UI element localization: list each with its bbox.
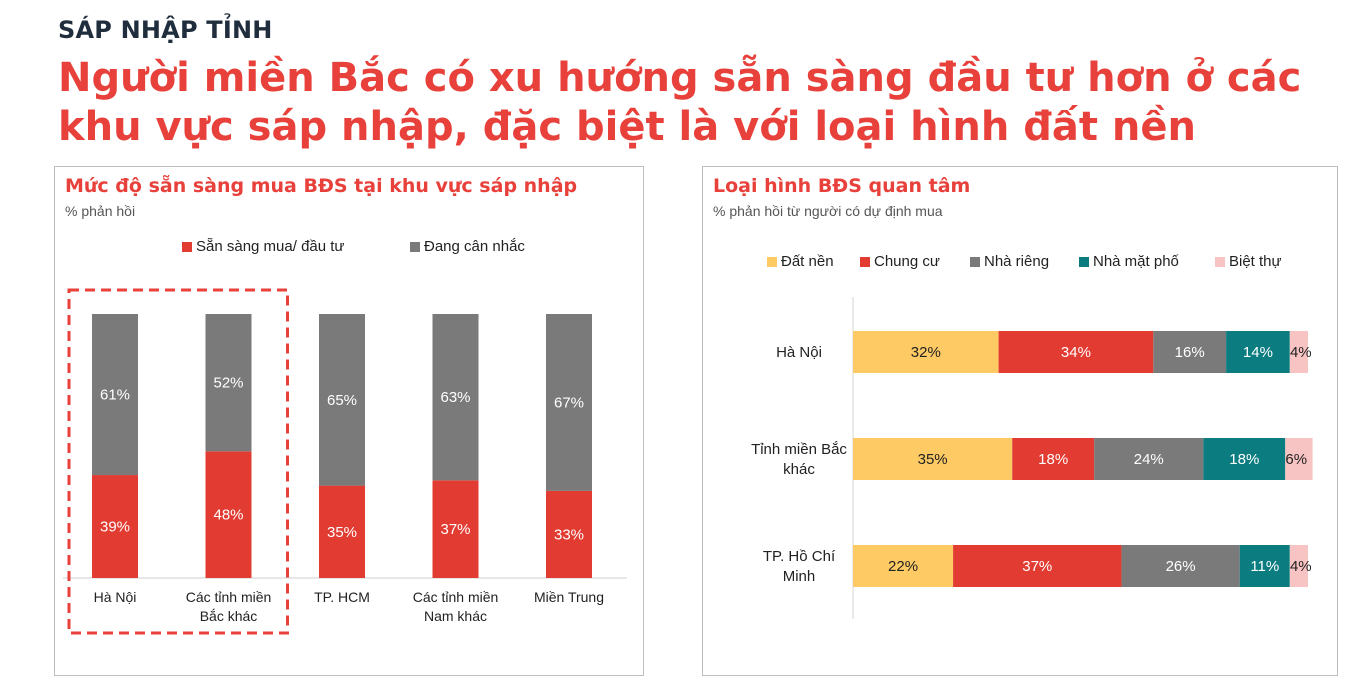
- category-tick-label: Miền Trung: [534, 589, 604, 605]
- bar-segment-ready: [92, 475, 138, 578]
- bar-segment-land: [853, 331, 999, 373]
- category-tick-label: Nam khác: [424, 608, 487, 624]
- bar-segment-apartment: [998, 331, 1154, 373]
- legend-label-land: Đất nền: [781, 253, 834, 270]
- category-tick-label: Hà Nội: [94, 589, 137, 605]
- legend-label-townhouse: Nhà mặt phố: [1093, 253, 1179, 270]
- bar-segment-house: [1094, 438, 1204, 480]
- bar-segment-considering: [205, 314, 252, 452]
- data-label: 34%: [1061, 344, 1091, 361]
- data-label: 61%: [100, 387, 130, 404]
- category-tick-label: TP. Hồ Chí: [763, 548, 836, 565]
- property-type-chart-panel: Loại hình BĐS quan tâm % phản hồi từ ngư…: [702, 166, 1338, 676]
- category-tick-label: TP. HCM: [314, 589, 370, 605]
- data-label: 37%: [1022, 558, 1052, 575]
- data-label: 16%: [1175, 344, 1205, 361]
- category-tick-label: Bắc khác: [200, 608, 258, 624]
- legend-swatch-ready: [182, 241, 192, 252]
- data-label: 37%: [440, 521, 470, 538]
- category-tick-label: Tỉnh miền Bắc: [751, 441, 847, 458]
- bar-segment-considering: [432, 314, 479, 481]
- category-tick-label: khác: [783, 461, 815, 478]
- data-label: 24%: [1134, 451, 1164, 468]
- legend-swatch-land: [767, 256, 777, 267]
- bar-segment-townhouse: [1203, 438, 1286, 480]
- legend-label-ready: Sẵn sàng mua/ đầu tư: [196, 238, 345, 255]
- data-label: 33%: [554, 526, 584, 543]
- data-label: 18%: [1038, 451, 1068, 468]
- chart-title: Mức độ sẵn sàng mua BĐS tại khu vực sáp …: [65, 175, 578, 197]
- legend-item-apartment: Chung cư: [860, 253, 940, 270]
- legend-item-villa: Biệt thự: [1215, 253, 1282, 270]
- page-headline: Người miền Bắc có xu hướng sẵn sàng đầu …: [58, 55, 1302, 150]
- category-tick-label: Hà Nội: [776, 344, 822, 361]
- legend-item-house: Nhà riêng: [970, 253, 1049, 270]
- data-label: 63%: [440, 389, 470, 406]
- bar-segment-villa: [1289, 331, 1308, 373]
- data-label: 22%: [888, 558, 918, 575]
- data-label: 4%: [1290, 344, 1312, 361]
- data-label: 52%: [213, 375, 243, 392]
- bar-segment-considering: [92, 314, 138, 476]
- bar-segment-land: [853, 545, 954, 587]
- data-label: 14%: [1243, 344, 1273, 361]
- bar-segment-villa: [1285, 438, 1313, 480]
- bar-segment-considering: [319, 314, 365, 486]
- legend-swatch-townhouse: [1079, 256, 1089, 267]
- bar-segment-ready: [546, 490, 592, 578]
- data-label: 32%: [911, 344, 941, 361]
- legend-label-house: Nhà riêng: [984, 253, 1050, 270]
- bar-segment-townhouse: [1226, 331, 1290, 373]
- legend-item-ready: Sẵn sàng mua/ đầu tư: [182, 238, 344, 255]
- data-label: 11%: [1250, 558, 1279, 575]
- legend-swatch-villa: [1215, 256, 1225, 267]
- bar-segment-ready: [319, 485, 365, 578]
- data-label: 4%: [1290, 558, 1312, 575]
- readiness-stacked-column-chart: 39% 61% Hà Nội 48% 52% Các tỉnh miền Bắc khác 3…: [63, 288, 627, 635]
- readiness-chart-panel: Mức độ sẵn sàng mua BĐS tại khu vực sáp …: [54, 166, 644, 676]
- bar-segment-apartment: [1012, 438, 1095, 480]
- data-label: 48%: [213, 507, 243, 524]
- section-kicker: SÁP NHẬP TỈNH: [58, 16, 273, 44]
- data-label: 39%: [100, 519, 130, 536]
- legend-swatch-house: [970, 256, 980, 267]
- bar-segment-house: [1121, 545, 1240, 587]
- data-label: 6%: [1285, 451, 1307, 468]
- data-label: 35%: [918, 451, 948, 468]
- bar-segment-considering: [546, 314, 592, 491]
- data-label: 35%: [327, 524, 357, 541]
- legend-swatch-apartment: [860, 256, 870, 267]
- legend-swatch-considering: [410, 241, 420, 252]
- category-tick-label: Các tỉnh miền: [413, 589, 499, 605]
- category-tick-label: Các tỉnh miền: [186, 589, 272, 605]
- legend-item-townhouse: Nhà mặt phố: [1079, 253, 1179, 270]
- legend-item-considering: Đang cân nhắc: [410, 238, 525, 255]
- property-type-stacked-bar-chart: 32% 34% 16% 14% 4% Hà Nội 35% 18% 24% 18% 6% Tỉnh m…: [751, 297, 1313, 619]
- bar-segment-ready: [205, 451, 252, 578]
- bar-segment-villa: [1289, 545, 1308, 587]
- bar-segment-house: [1153, 331, 1227, 373]
- bar-segment-ready: [432, 480, 479, 578]
- chart-title: Loại hình BĐS quan tâm: [713, 175, 971, 197]
- category-tick-label: Minh: [783, 568, 816, 585]
- data-label: 67%: [554, 394, 584, 411]
- data-label: 18%: [1229, 451, 1259, 468]
- legend-item-land: Đất nền: [767, 253, 834, 270]
- legend-label-considering: Đang cân nhắc: [424, 238, 525, 255]
- chart-subtitle: % phản hồi từ người có dự định mua: [713, 203, 943, 219]
- highlight-dashed-box: [67, 288, 289, 635]
- chart-subtitle: % phản hồi: [65, 203, 136, 219]
- bar-segment-land: [853, 438, 1013, 480]
- data-label: 65%: [327, 392, 357, 409]
- legend-label-apartment: Chung cư: [874, 253, 940, 270]
- legend-label-villa: Biệt thự: [1229, 253, 1282, 270]
- data-label: 26%: [1166, 558, 1196, 575]
- bar-segment-apartment: [953, 545, 1122, 587]
- bar-segment-townhouse: [1239, 545, 1290, 587]
